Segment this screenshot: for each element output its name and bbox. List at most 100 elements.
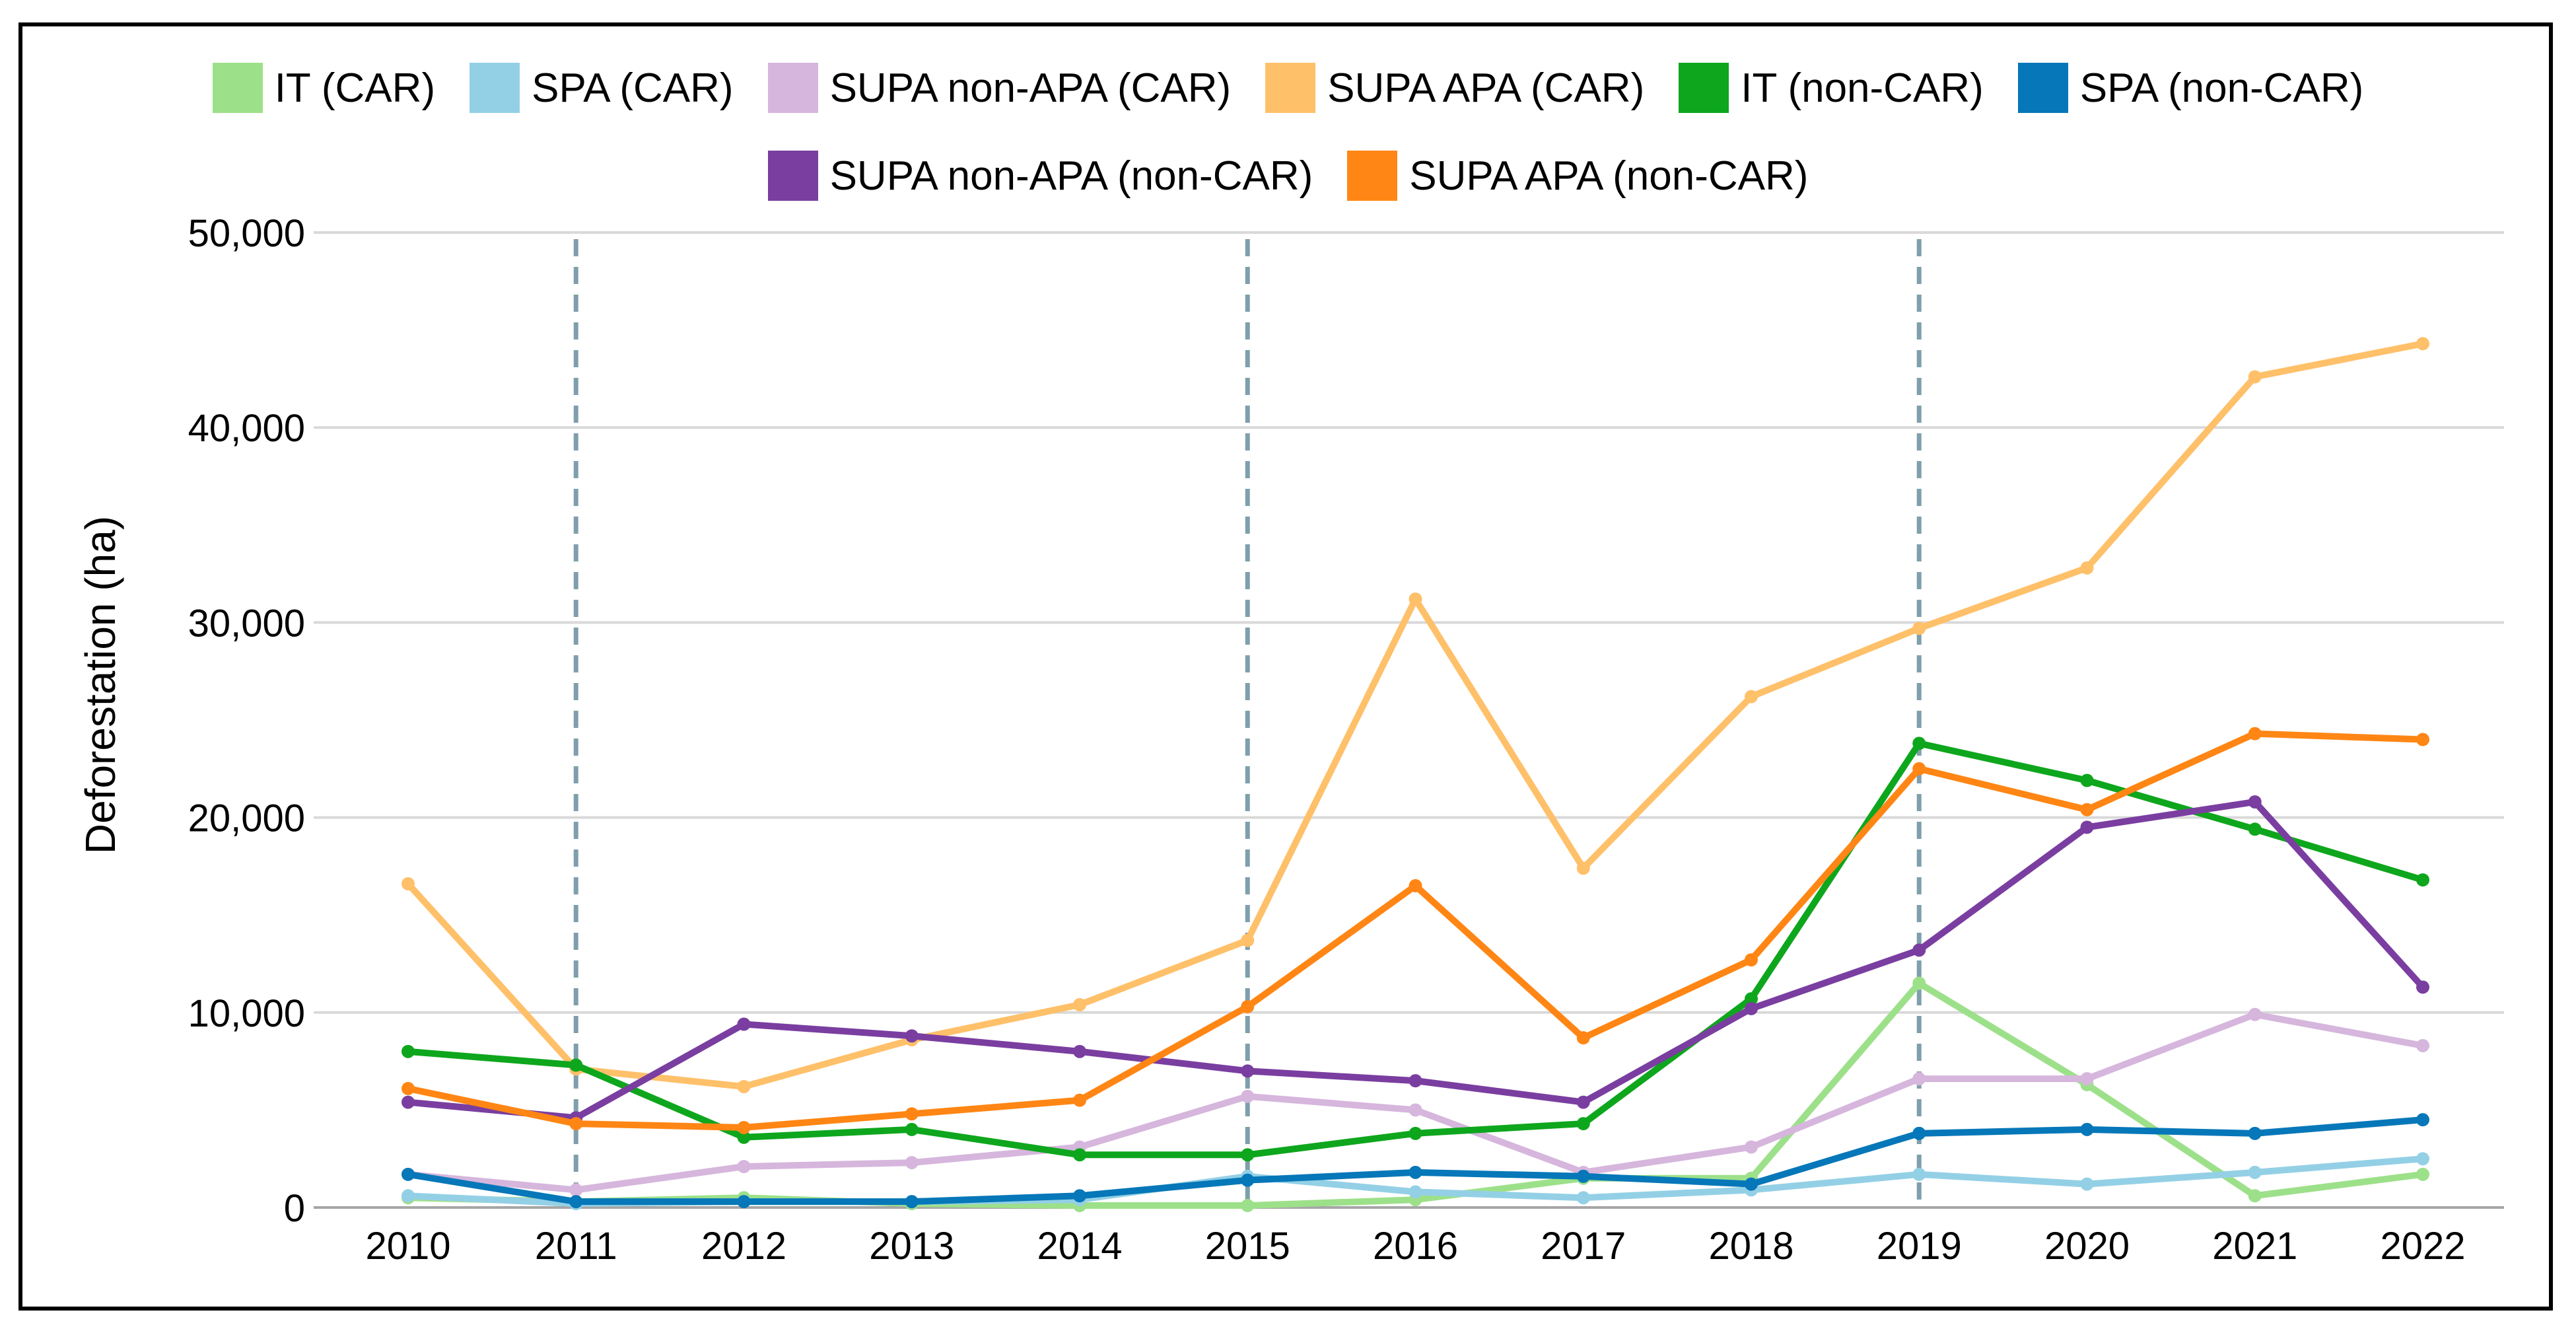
- data-point: [2248, 1189, 2262, 1203]
- data-point: [737, 1120, 751, 1134]
- y-tick-label: 40,000: [188, 407, 305, 450]
- data-point: [1912, 976, 1926, 990]
- data-point: [2416, 1152, 2429, 1166]
- data-point: [1409, 1103, 1422, 1117]
- legend-label: SUPA APA (non-CAR): [1409, 153, 1809, 199]
- x-tick-label: 2010: [365, 1225, 450, 1268]
- data-point: [2416, 1038, 2429, 1052]
- data-point: [2248, 727, 2262, 740]
- data-point: [1912, 762, 1926, 775]
- x-tick-label: 2013: [869, 1225, 954, 1268]
- data-point: [2416, 873, 2429, 887]
- data-point: [1576, 1117, 1590, 1131]
- legend-item: SPA (non-CAR): [2017, 63, 2363, 113]
- y-tick-label: 10,000: [188, 992, 305, 1035]
- legend-row-1: IT (CAR) SPA (CAR) SUPA non-APA (CAR) SUPA …: [0, 63, 2576, 113]
- data-point: [1073, 1189, 1086, 1203]
- data-point: [2248, 1007, 2262, 1021]
- data-point: [1409, 879, 1422, 892]
- data-point: [401, 1044, 415, 1058]
- legend-swatch: [767, 151, 818, 201]
- data-point: [1912, 737, 1926, 750]
- legend-swatch: [212, 63, 263, 113]
- data-point: [1073, 1093, 1086, 1107]
- data-point: [905, 1195, 919, 1209]
- series-line: [405, 798, 2426, 1122]
- data-point: [905, 1107, 919, 1121]
- data-point: [2080, 774, 2094, 787]
- data-point: [1241, 933, 1255, 947]
- data-point: [569, 1183, 583, 1197]
- data-point: [2248, 1126, 2262, 1140]
- data-point: [2248, 822, 2262, 836]
- data-point: [1409, 1165, 1422, 1179]
- legend-label: SUPA non-APA (CAR): [829, 65, 1232, 111]
- x-tick-label: 2018: [1708, 1225, 1793, 1268]
- x-tick-label: 2021: [2212, 1225, 2297, 1268]
- data-point: [401, 877, 415, 890]
- data-point: [2248, 795, 2262, 809]
- data-point: [1409, 1074, 1422, 1088]
- legend-label: SUPA APA (CAR): [1327, 65, 1645, 111]
- data-point: [569, 1117, 583, 1131]
- legend-swatch: [767, 63, 818, 113]
- data-point: [905, 1029, 919, 1043]
- data-point: [401, 1167, 415, 1181]
- data-point: [1576, 1191, 1590, 1205]
- series-line: [405, 740, 2426, 1159]
- data-point: [737, 1130, 751, 1144]
- data-point: [1409, 1126, 1422, 1140]
- x-tick-label: 2017: [1541, 1225, 1626, 1268]
- data-point: [1241, 1148, 1255, 1162]
- data-point: [905, 1122, 919, 1136]
- x-tick-label: 2020: [2044, 1225, 2130, 1268]
- data-point: [1745, 992, 1758, 1006]
- data-point: [1912, 1167, 1926, 1181]
- data-point: [2080, 820, 2094, 834]
- data-point: [1576, 1031, 1590, 1045]
- x-tick-label: 2014: [1037, 1225, 1122, 1268]
- data-point: [1745, 1177, 1758, 1191]
- data-point: [2416, 1113, 2429, 1127]
- x-tick-label: 2016: [1373, 1225, 1458, 1268]
- legend-swatch: [1679, 63, 1729, 113]
- data-point: [1241, 1173, 1255, 1187]
- data-point: [2080, 803, 2094, 816]
- legend-row-2: SUPA non-APA (non-CAR) SUPA APA (non-CAR): [0, 151, 2576, 201]
- data-point: [2416, 733, 2429, 746]
- data-point: [401, 1095, 415, 1109]
- x-tick-label: 2012: [701, 1225, 786, 1268]
- legend-item: SUPA APA (non-CAR): [1347, 151, 1808, 201]
- data-point: [1409, 1185, 1422, 1199]
- y-tick-label: 20,000: [188, 797, 305, 840]
- data-point: [1912, 1126, 1926, 1140]
- y-tick-label: 30,000: [188, 602, 305, 645]
- data-point: [737, 1079, 751, 1093]
- data-point: [2416, 980, 2429, 994]
- series-line: [405, 340, 2426, 1090]
- data-point: [1073, 1148, 1086, 1162]
- data-point: [1576, 861, 1590, 875]
- data-point: [1241, 1089, 1255, 1103]
- legend-item: SPA (CAR): [470, 63, 734, 113]
- legend-item: SUPA non-APA (non-CAR): [767, 151, 1313, 201]
- data-point: [1576, 1169, 1590, 1183]
- data-point: [2416, 1167, 2429, 1181]
- data-point: [2416, 337, 2429, 351]
- x-tick-label: 2022: [2380, 1225, 2465, 1268]
- chart-frame: [18, 22, 2553, 1311]
- legend-item: SUPA APA (CAR): [1265, 63, 1644, 113]
- data-point: [905, 1156, 919, 1170]
- data-point: [2248, 370, 2262, 384]
- data-point: [1745, 690, 1758, 703]
- legend-label: IT (non-CAR): [1741, 65, 1984, 111]
- data-point: [737, 1195, 751, 1209]
- data-point: [2080, 1122, 2094, 1136]
- legend-swatch: [470, 63, 520, 113]
- data-point: [737, 1017, 751, 1031]
- data-point: [1241, 1064, 1255, 1078]
- data-point: [1745, 1140, 1758, 1154]
- data-point: [401, 1081, 415, 1095]
